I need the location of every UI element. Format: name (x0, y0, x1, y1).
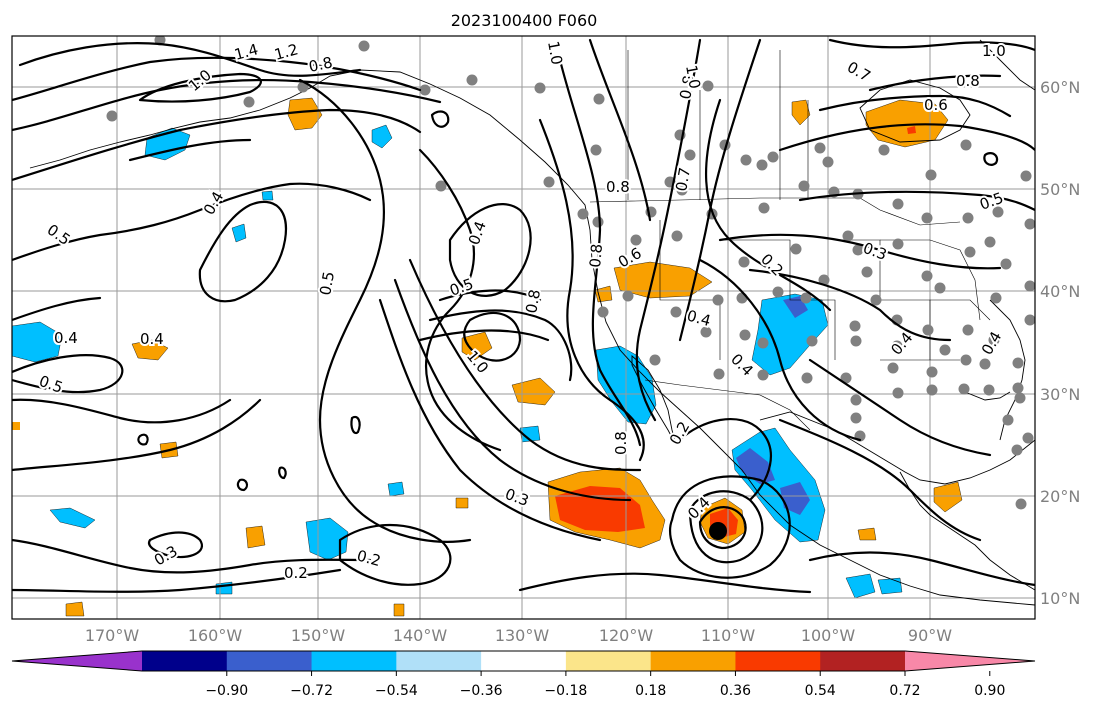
colorbar-extend-max (905, 651, 1035, 671)
lon-label: 160°W (188, 626, 243, 645)
lat-lon-grid (12, 36, 1035, 619)
contour-label: 0.2 (284, 564, 308, 582)
lon-label: 110°W (701, 626, 756, 645)
colorbar-bin (481, 651, 567, 671)
contour-label: 0.8 (956, 72, 980, 90)
contour-label: 0.8 (612, 431, 630, 455)
lon-label: 170°W (85, 626, 140, 645)
colorbar-tick-label: 0.18 (635, 683, 666, 699)
colorbar-tick-label: 0.72 (889, 683, 920, 699)
colorbar-bin (735, 651, 821, 671)
colorbar-tick-label: 0.54 (805, 683, 836, 699)
contour-label: 1.0 (982, 42, 1006, 60)
colorbar-tick-label: −0.90 (205, 683, 248, 699)
observation-sites (106, 36, 1035, 510)
map-frame (11, 35, 1036, 620)
contour-label: 0.4 (140, 330, 164, 348)
colorbar-tick-label: −0.54 (375, 683, 418, 699)
contour-label: 0.8 (606, 178, 630, 196)
lat-label: 40°N (1040, 282, 1080, 301)
colorbar: −0.90 −0.72 −0.54 −0.36 −0.18 0.18 0.36 0.54 0.7… (11, 650, 1036, 699)
colorbar-bin (565, 651, 652, 671)
colorbar-tick-label: −0.18 (544, 683, 587, 699)
map-panel: 1.4 1.2 0.8 1.0 1.0 0.4 0.5 0.5 0.4 0.4 … (12, 36, 1035, 619)
lon-label: 120°W (599, 626, 654, 645)
contour-label: 0.8 (676, 74, 698, 101)
latitude-axis: 60°N 50°N 40°N 30°N 20°N 10°N (1040, 78, 1080, 608)
contour-label: 0.6 (924, 96, 948, 114)
colorbar-bin (650, 651, 736, 671)
lon-label: 140°W (393, 626, 448, 645)
lat-label: 60°N (1040, 78, 1080, 97)
lon-label: 130°W (495, 626, 550, 645)
colorbar-bin (820, 651, 906, 671)
colorbar-bin (311, 651, 397, 671)
lon-label: 150°W (291, 626, 346, 645)
shading-layer (12, 97, 963, 617)
figure-title: 2023100400 F060 (451, 11, 598, 30)
colorbar-outline (11, 650, 1036, 672)
colorbar-bin (396, 651, 482, 671)
lat-label: 50°N (1040, 180, 1080, 199)
longitude-axis: 170°W 160°W 150°W 140°W 130°W 120°W 110°… (85, 626, 952, 645)
colorbar-tick-label: 0.36 (720, 683, 751, 699)
colorbar-tick-label: −0.72 (290, 683, 333, 699)
lon-label: 100°W (801, 626, 856, 645)
colorbar-extend-min (12, 651, 142, 671)
lon-label: 90°W (908, 626, 952, 645)
contour-label: 0.8 (586, 243, 606, 268)
colorbar-bin (226, 651, 313, 671)
colorbar-bin (142, 651, 228, 671)
lat-label: 10°N (1040, 589, 1080, 608)
colorbar-tick-label: −0.36 (460, 683, 503, 699)
contour-lines (12, 38, 1035, 594)
lat-label: 30°N (1040, 385, 1080, 404)
colorbar-tick-label: 0.90 (974, 683, 1005, 699)
contour-label: 0.4 (54, 329, 78, 347)
lat-label: 20°N (1040, 487, 1080, 506)
borders (589, 50, 991, 431)
